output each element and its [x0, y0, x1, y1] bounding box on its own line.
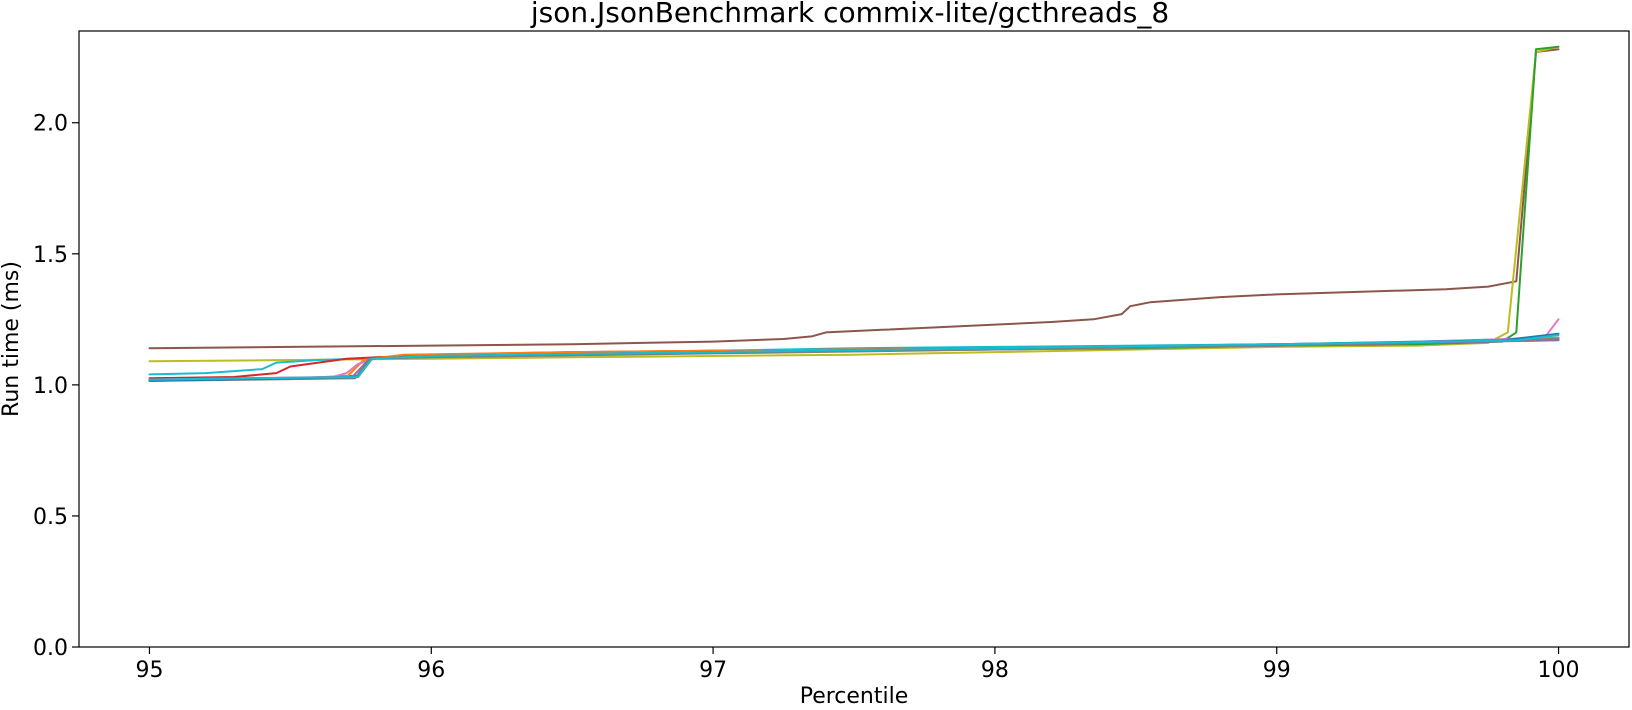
y-tick-label: 1.5 — [33, 243, 68, 268]
x-tick-label: 99 — [1263, 658, 1291, 683]
x-tick-label: 96 — [417, 658, 445, 683]
chart-title: json.JsonBenchmark commix-lite/gcthreads… — [530, 0, 1169, 29]
plot-area — [148, 45, 1560, 382]
x-tick-label: 100 — [1538, 658, 1580, 683]
series-line-9 — [148, 338, 1560, 382]
x-tick-label: 95 — [135, 658, 163, 683]
y-tick-label: 1.0 — [33, 374, 68, 399]
y-tick-label: 2.0 — [33, 112, 68, 137]
x-axis-label: Percentile — [800, 684, 909, 709]
y-tick-label: 0.5 — [33, 505, 68, 530]
series-line-11 — [148, 334, 1560, 381]
y-tick-label: 0.0 — [33, 636, 68, 661]
series-line-1 — [148, 48, 1560, 350]
x-axis: 95 96 97 98 99 100 — [135, 647, 1580, 683]
y-axis-label: Run time (ms) — [0, 261, 24, 417]
x-tick-label: 97 — [699, 658, 727, 683]
y-axis: 0.0 0.5 1.0 1.5 2.0 — [33, 112, 79, 661]
series-line-3 — [148, 45, 1560, 381]
x-tick-label: 98 — [981, 658, 1009, 683]
series-line-2 — [148, 45, 1560, 363]
plot-frame — [78, 30, 1630, 648]
